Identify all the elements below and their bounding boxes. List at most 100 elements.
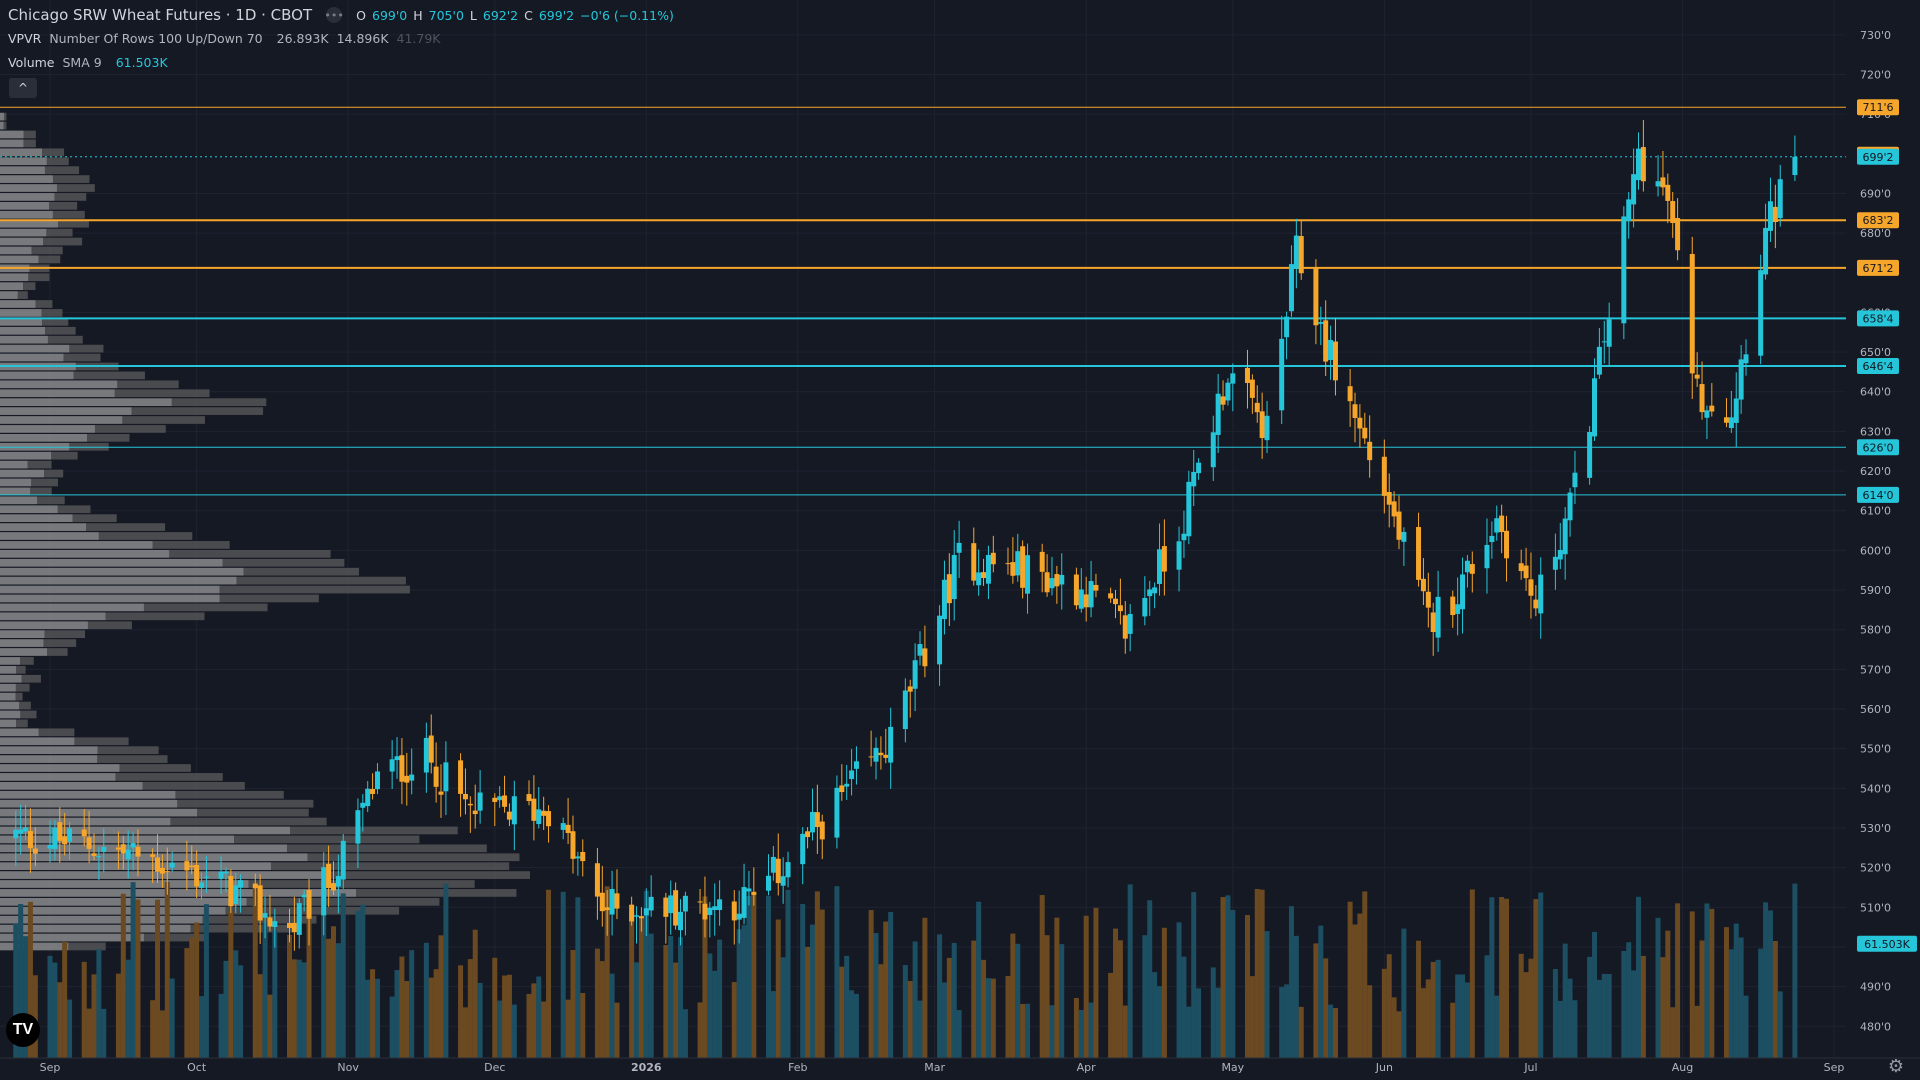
candle-body bbox=[472, 810, 478, 815]
volume-bar bbox=[956, 1010, 962, 1058]
volume-bar bbox=[663, 945, 669, 1058]
candle-body bbox=[536, 809, 542, 825]
collapse-legend-button[interactable]: ^ bbox=[9, 78, 37, 98]
volume-bar bbox=[1557, 1000, 1563, 1058]
price-tick-label: 620'0 bbox=[1860, 465, 1891, 478]
candle-body bbox=[951, 554, 957, 600]
candle-body bbox=[1777, 179, 1783, 219]
level-label-box bbox=[1857, 310, 1899, 327]
candle-body bbox=[775, 858, 781, 884]
candle-body bbox=[1367, 441, 1373, 461]
level-label: 626'0 bbox=[1862, 441, 1893, 454]
candle-body bbox=[443, 762, 449, 792]
vp-row-up bbox=[0, 246, 32, 255]
vp-row-down bbox=[97, 755, 168, 763]
symbol-title[interactable]: Chicago SRW Wheat Futures · 1D · CBOT bbox=[8, 6, 313, 24]
candle-body bbox=[321, 867, 327, 916]
volume-bar bbox=[990, 978, 996, 1058]
volume-bar bbox=[1157, 986, 1163, 1058]
volume-bar bbox=[23, 936, 29, 1058]
volume-bar bbox=[91, 974, 97, 1058]
volume-bar bbox=[1093, 907, 1099, 1058]
candle-body bbox=[409, 774, 415, 781]
dots-icon[interactable]: ••• bbox=[324, 7, 344, 23]
volume-bar bbox=[164, 881, 170, 1058]
vpvr-name[interactable]: VPVR bbox=[8, 31, 42, 46]
candle-body bbox=[169, 862, 175, 868]
candle-body bbox=[1772, 206, 1778, 223]
volume-bar bbox=[941, 982, 947, 1058]
candle-body bbox=[1347, 386, 1353, 402]
volume-bar bbox=[1215, 987, 1221, 1058]
price-tick-label: 610'0 bbox=[1860, 505, 1891, 518]
volume-bar bbox=[751, 894, 757, 1058]
candle-body bbox=[1279, 338, 1285, 411]
volume-bar bbox=[971, 940, 977, 1058]
candle-body bbox=[780, 876, 786, 886]
candle-body bbox=[1572, 472, 1578, 488]
vp-row-up bbox=[0, 193, 55, 201]
candle-body bbox=[81, 829, 87, 837]
candle-body bbox=[1073, 574, 1079, 606]
candle-body bbox=[1401, 531, 1407, 542]
candle-body bbox=[1005, 563, 1011, 565]
candle-body bbox=[62, 836, 68, 845]
volume-bar bbox=[399, 956, 405, 1058]
candle-body bbox=[389, 759, 395, 772]
volume-bar bbox=[57, 982, 63, 1058]
candle-body bbox=[814, 812, 820, 828]
vp-row-up bbox=[0, 416, 123, 424]
candle-body bbox=[67, 828, 73, 842]
volume-bar bbox=[780, 957, 786, 1058]
volume-bar bbox=[682, 1009, 688, 1058]
volume-bar bbox=[1328, 1004, 1334, 1058]
volume-bar bbox=[1675, 903, 1681, 1058]
candle-body bbox=[629, 904, 635, 922]
time-tick-label: Aug bbox=[1672, 1061, 1693, 1074]
vpvr-legend[interactable]: VPVR Number Of Rows 100 Up/Down 70 26.89… bbox=[8, 31, 441, 46]
vp-row-down bbox=[16, 665, 26, 674]
vp-row-up bbox=[0, 790, 176, 799]
volume-bar bbox=[155, 899, 161, 1058]
vp-row-up bbox=[0, 710, 21, 719]
gear-icon[interactable]: ⚙ bbox=[1887, 1056, 1904, 1077]
volume-bar bbox=[1088, 1002, 1094, 1058]
volume-bar bbox=[389, 996, 395, 1058]
candle-body bbox=[634, 915, 640, 917]
vp-row-up bbox=[0, 594, 220, 603]
tradingview-logo[interactable]: TV bbox=[6, 1013, 40, 1047]
vp-row-up bbox=[0, 692, 16, 701]
vp-row-up bbox=[0, 371, 74, 380]
volume-bar bbox=[472, 929, 478, 1058]
volume-sma-label: 61.503K bbox=[1864, 938, 1910, 951]
vp-row-down bbox=[219, 585, 410, 594]
candle-body bbox=[1743, 354, 1749, 364]
volume-bar bbox=[1743, 995, 1749, 1058]
candle-body bbox=[1596, 346, 1602, 375]
candle-body bbox=[159, 867, 165, 874]
volume-name[interactable]: Volume bbox=[8, 55, 55, 70]
candle-body bbox=[1186, 481, 1192, 537]
volume-bar bbox=[169, 978, 175, 1058]
candle-body bbox=[1758, 270, 1764, 356]
volume-bar bbox=[1640, 955, 1646, 1058]
volume-bar bbox=[370, 969, 376, 1058]
vp-row-up bbox=[0, 433, 88, 442]
volume-bar bbox=[1147, 900, 1153, 1058]
vp-row-down bbox=[49, 201, 78, 210]
vp-row-down bbox=[307, 853, 520, 862]
candle-body bbox=[1763, 227, 1769, 275]
candle-body bbox=[1020, 546, 1026, 588]
volume-bar bbox=[1416, 940, 1422, 1058]
candle-body bbox=[238, 880, 244, 888]
vp-row-down bbox=[105, 612, 205, 621]
vp-row-up bbox=[0, 175, 53, 183]
candle-body bbox=[1528, 579, 1534, 596]
volume-bar bbox=[394, 970, 400, 1058]
volume-legend[interactable]: Volume SMA 9 61.503K bbox=[8, 55, 168, 70]
symbol-legend[interactable]: Chicago SRW Wheat Futures · 1D · CBOT ••… bbox=[8, 6, 674, 24]
volume-bar bbox=[1254, 888, 1260, 1058]
vp-row-down bbox=[57, 505, 91, 514]
